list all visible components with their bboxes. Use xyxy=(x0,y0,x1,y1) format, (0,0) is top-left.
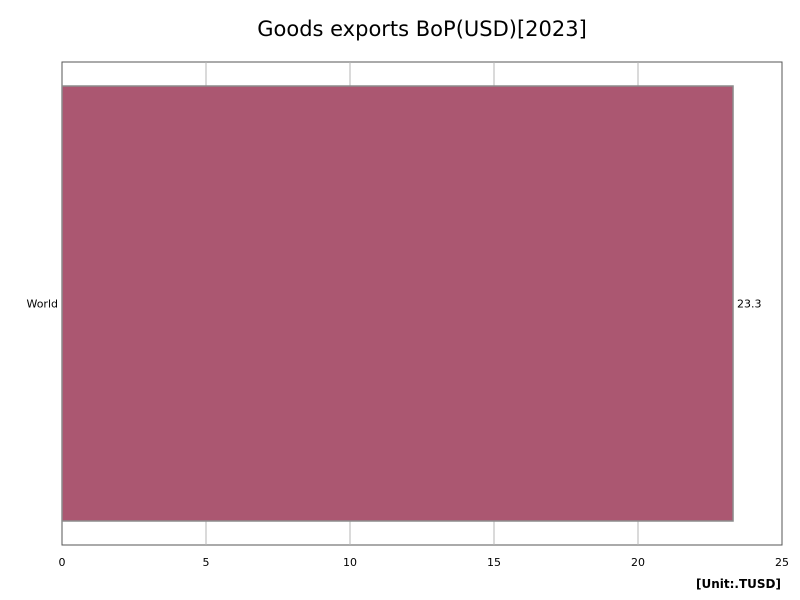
x-axis-ticks: 0 5 10 15 20 25 xyxy=(59,556,790,569)
x-tick-label: 25 xyxy=(775,556,789,569)
bar xyxy=(61,85,734,522)
x-tick-label: 0 xyxy=(59,556,66,569)
y-axis-categories: World xyxy=(26,298,58,311)
x-tick-label: 20 xyxy=(631,556,645,569)
x-tick-label: 15 xyxy=(487,556,501,569)
unit-label: [Unit:.TUSD] xyxy=(696,577,781,591)
bar-value-label: 23.3 xyxy=(737,298,762,311)
data-labels: 23.3 xyxy=(737,298,762,311)
category-label: World xyxy=(26,298,58,311)
bars xyxy=(61,85,734,522)
chart-title: Goods exports BoP(USD)[2023] xyxy=(257,17,587,41)
x-tick-label: 5 xyxy=(203,556,210,569)
x-tick-label: 10 xyxy=(343,556,357,569)
